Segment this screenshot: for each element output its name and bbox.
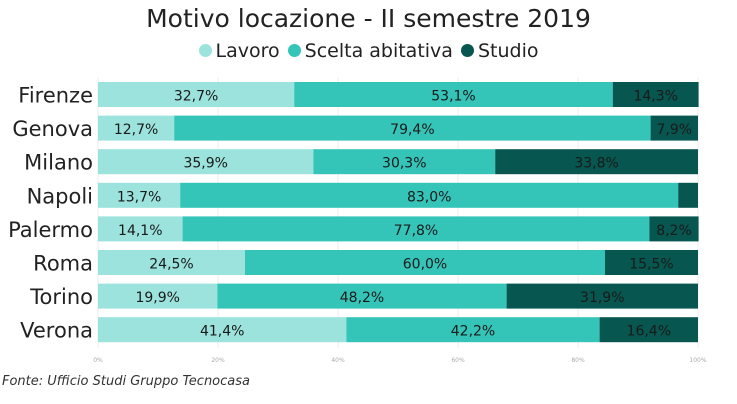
data-label: 12,7% [114,122,158,138]
bar-segment [346,317,600,343]
bar-segment [180,182,679,208]
data-label: 79,4% [390,122,434,138]
bar-segment [217,283,507,309]
bar-segment [612,82,699,107]
bar-segment [245,250,605,275]
bar-segment [294,82,613,107]
bar-segment [506,283,698,309]
legend-label: Scelta abitativa [304,40,453,62]
data-label: 19,9% [135,290,179,306]
legend-label: Lavoro [215,40,280,62]
bar-segment [182,216,650,242]
data-label: 60,0% [403,257,447,273]
y-tick-label: Torino [29,285,93,309]
y-tick-label: Milano [24,151,93,175]
data-label: 35,9% [183,156,227,172]
y-tick-label: Firenze [18,84,93,108]
x-tick-label: 80% [571,357,585,364]
data-label: 7,9% [657,122,693,138]
y-tick-label: Genova [12,117,93,141]
bar-segment [605,250,698,275]
chart-title: Motivo locazione - II semestre 2019 [146,4,591,33]
bar-segment [98,182,181,208]
x-tick-label: 0% [93,357,103,364]
legend-marker [198,44,212,57]
bar-segment [98,250,245,275]
y-tick-label: Palermo [8,218,93,242]
data-label: 30,3% [382,156,426,172]
data-label: 42,2% [451,324,495,340]
legend-item: Scelta abitativa [287,40,453,62]
data-label: 41,4% [200,324,244,340]
bar-segment [98,115,175,141]
data-label: 13,7% [117,189,161,205]
y-tick-label: Roma [33,252,93,276]
legend-marker [460,44,474,57]
data-label: 31,9% [580,290,624,306]
bar-segment [98,82,295,107]
data-label: 77,8% [394,223,438,239]
legend-marker [287,44,301,57]
data-label: 48,2% [340,290,384,306]
bar-segment [98,283,218,309]
bar-segment [650,115,698,141]
data-label: 24,5% [149,257,193,273]
data-label: 16,4% [627,324,671,340]
data-label: 33,8% [574,156,618,172]
source-note: Fonte: Ufficio Studi Gruppo Tecnocasa [2,374,250,389]
y-tick-label: Verona [20,319,93,343]
data-label: 8,2% [656,223,692,239]
bar-segment [98,149,314,175]
bar-segment [98,216,183,242]
x-tick-label: 60% [451,357,465,364]
bar-segment [174,115,651,141]
data-label: 83,0% [407,189,451,205]
y-tick-label: Napoli [27,184,93,208]
bar-segment [98,317,347,343]
bar-segment [649,216,699,242]
data-label: 14,1% [118,223,162,239]
x-tick-label: 20% [211,357,225,364]
legend: Lavoro Scelta abitativa Studio [0,40,737,62]
data-label: 15,5% [629,257,673,273]
data-label: 32,7% [174,89,218,105]
legend-label: Studio [477,40,539,62]
x-tick-label: 40% [331,357,345,364]
bar-segment [599,317,698,343]
bar-segment [495,149,698,175]
legend-item: Lavoro [198,40,280,62]
bar-segment [678,182,698,208]
data-label: 14,3% [633,89,677,105]
legend-item: Studio [460,40,539,62]
x-tick-label: 100% [689,357,706,364]
bar-segment [313,149,496,175]
data-label: 53,1% [431,89,475,105]
